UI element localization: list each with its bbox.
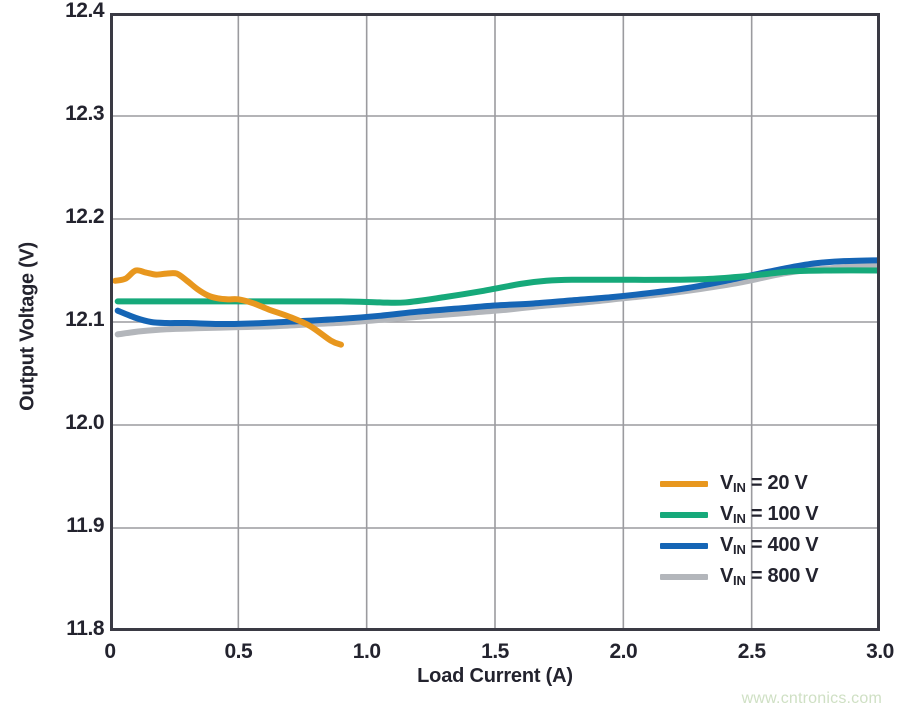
- x-axis-title: Load Current (A): [417, 665, 573, 687]
- legend-item-label: VIN = 100 V: [720, 503, 819, 526]
- legend-item-label: VIN = 20 V: [720, 472, 808, 495]
- y-tick-label: 12.1: [65, 308, 104, 331]
- plot-border: [110, 13, 880, 631]
- x-tick-label: 1.0: [352, 640, 381, 663]
- y-tick-label: 11.8: [66, 617, 104, 640]
- y-tick-label: 12.3: [65, 102, 104, 125]
- legend-item[interactable]: VIN = 800 V: [660, 561, 860, 592]
- data-series-layer: [112, 257, 880, 348]
- y-tick-label: 12.4: [65, 0, 104, 22]
- x-tick-label: 3.0: [866, 640, 894, 663]
- series-line: [114, 257, 880, 328]
- plot-svg: [110, 13, 880, 631]
- series-line: [114, 267, 880, 306]
- y-axis-tick-labels: 12.4 12.3 12.2 12.1 12.0 11.9 11.8: [0, 0, 104, 725]
- y-tick-label: 12.0: [65, 411, 104, 434]
- legend-item[interactable]: VIN = 400 V: [660, 530, 860, 561]
- plot-area: [110, 13, 880, 631]
- x-tick-label: 1.5: [481, 640, 509, 663]
- legend-color-swatch: [660, 480, 708, 487]
- x-tick-label: 0: [104, 640, 116, 663]
- x-tick-label: 2.5: [737, 640, 766, 663]
- legend-item-label: VIN = 800 V: [720, 565, 819, 588]
- legend-item-label: VIN = 400 V: [720, 534, 819, 557]
- series-line: [112, 267, 344, 348]
- legend-color-swatch: [660, 542, 708, 549]
- x-tick-label: 0.5: [224, 640, 253, 663]
- x-tick-label: 2.0: [609, 640, 638, 663]
- watermark: www.cntronics.com: [741, 690, 882, 707]
- y-tick-label: 11.9: [66, 514, 104, 537]
- legend-item[interactable]: VIN = 20 V: [660, 468, 860, 499]
- legend-color-swatch: [660, 573, 708, 580]
- y-tick-label: 12.2: [65, 205, 104, 228]
- legend-color-swatch: [660, 511, 708, 518]
- legend: VIN = 20 V VIN = 100 V VIN = 400 V VIN = 80…: [660, 468, 860, 592]
- legend-item[interactable]: VIN = 100 V: [660, 499, 860, 530]
